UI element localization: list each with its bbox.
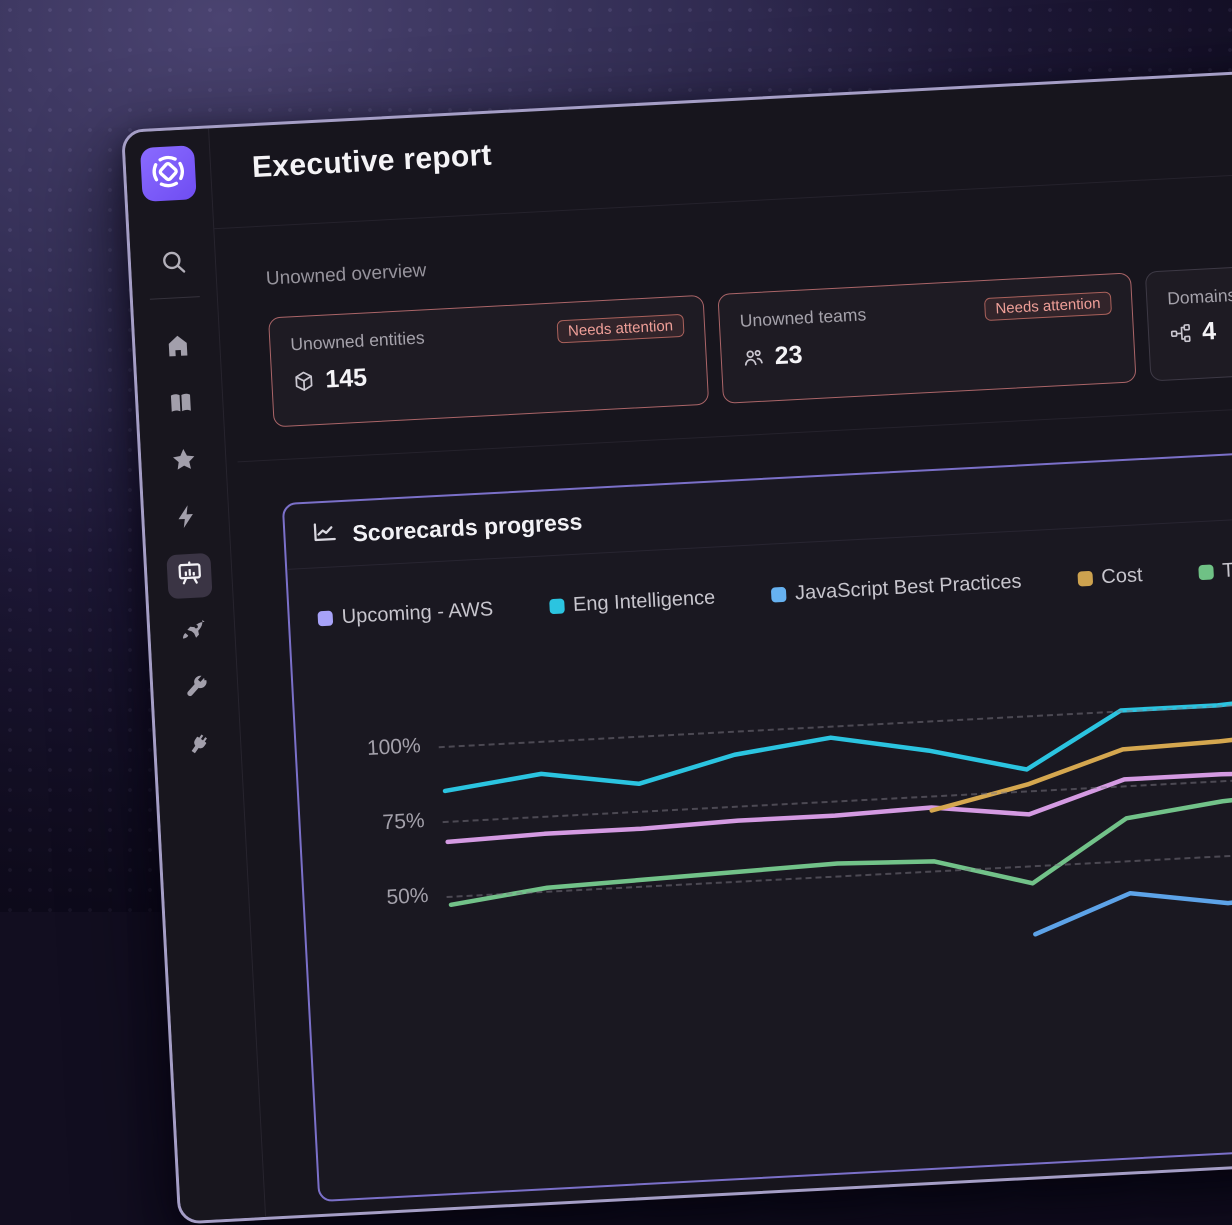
chart-legend: Upcoming - AWS Eng Intelligence JavaScript… <box>317 551 1232 630</box>
sidebar-item-home[interactable] <box>154 325 200 371</box>
sidebar-item-bolt[interactable] <box>163 496 209 542</box>
home-icon <box>163 332 192 365</box>
sidebar-item-book[interactable] <box>157 382 203 428</box>
scorecards-chart: 100% 75% 50% <box>293 602 1232 1204</box>
app-window: Executive report Unowned overview Unowne… <box>121 51 1232 1225</box>
legend-item-cost[interactable]: Cost <box>1077 564 1143 590</box>
y-axis-tick-100: 100% <box>366 734 422 760</box>
card-header: Domains <box>1167 269 1232 310</box>
card-value-row: 145 <box>292 347 687 397</box>
card-unowned-entities[interactable]: Unowned entities Needs attention 145 <box>268 294 710 428</box>
scorecards-progress-card: Scorecards progress Upcoming - AWS Eng In… <box>281 429 1232 1204</box>
overview-cards-row: Unowned entities Needs attention 145 Uno… <box>268 249 1232 428</box>
rocket-icon <box>178 616 207 649</box>
card-domains[interactable]: Domains 4 <box>1144 249 1232 382</box>
sidebar-item-scorecard[interactable] <box>166 552 213 600</box>
bolt-icon <box>172 502 201 535</box>
scorecards-card-header: Scorecards progress <box>283 431 1232 570</box>
legend-label: JavaScript Best Practices <box>794 570 1023 605</box>
legend-swatch <box>548 598 565 615</box>
series-line-javascript-best-practices <box>1033 889 1232 937</box>
line-chart-icon <box>311 518 340 551</box>
card-value-row: 4 <box>1168 300 1232 349</box>
book-icon <box>166 389 195 422</box>
star-icon <box>169 446 198 479</box>
section-title-unowned-overview: Unowned overview <box>265 260 427 290</box>
sidebar-item-rocket[interactable] <box>169 610 215 656</box>
series-line-eng-intelligence <box>442 692 1232 794</box>
legend-swatch <box>770 586 787 603</box>
legend-item-javascript-best-practices[interactable]: JavaScript Best Practices <box>770 571 1022 607</box>
team-icon <box>741 346 765 370</box>
series-line-team-excellence <box>448 787 1232 908</box>
app-logo[interactable] <box>139 145 197 202</box>
sidebar <box>124 128 267 1222</box>
legend-item-eng-intelligence[interactable]: Eng Intelligence <box>548 586 716 619</box>
card-unowned-teams[interactable]: Unowned teams Needs attention 23 <box>717 272 1137 404</box>
legend-label: Eng Intelligence <box>572 586 716 616</box>
sidebar-item-star[interactable] <box>160 439 206 485</box>
status-badge: Needs attention <box>556 313 685 344</box>
card-value: 145 <box>324 363 368 394</box>
legend-swatch <box>1197 564 1214 581</box>
cube-icon <box>292 369 316 393</box>
card-value: 4 <box>1201 316 1217 346</box>
card-value-row: 23 <box>741 324 1114 372</box>
legend-item-team-excellence[interactable]: Team Excellence <box>1197 552 1232 584</box>
sidebar-divider <box>149 296 200 300</box>
page-title: Executive report <box>251 138 493 185</box>
y-axis-tick-50: 50% <box>385 883 430 910</box>
sidebar-item-wrench[interactable] <box>172 667 218 713</box>
series-line-upcoming-aws <box>445 769 1232 845</box>
sidebar-nav <box>124 128 213 754</box>
card-label: Unowned teams <box>739 304 867 331</box>
scorecard-icon <box>175 559 204 592</box>
wrench-icon <box>181 673 210 706</box>
y-axis-tick-75: 75% <box>381 809 426 835</box>
plug-icon <box>184 730 213 763</box>
sidebar-item-plug[interactable] <box>175 724 221 770</box>
search-button[interactable] <box>150 241 196 287</box>
legend-label: Cost <box>1100 564 1144 589</box>
card-label: Domains <box>1166 284 1232 309</box>
series-line-cost <box>929 728 1232 813</box>
status-badge: Needs attention <box>983 291 1113 322</box>
chart-plot-area <box>442 692 1232 937</box>
hierarchy-icon <box>1169 321 1193 345</box>
search-icon <box>159 248 188 281</box>
legend-label: Team Excellence <box>1221 552 1232 582</box>
cortex-logo-icon <box>147 150 189 197</box>
legend-label: Upcoming - AWS <box>341 598 494 629</box>
card-value: 23 <box>773 340 804 371</box>
scorecards-card-title: Scorecards progress <box>351 507 583 546</box>
card-label: Unowned entities <box>289 327 426 355</box>
legend-item-upcoming-aws[interactable]: Upcoming - AWS <box>317 598 494 630</box>
legend-swatch <box>317 610 334 627</box>
legend-swatch <box>1077 570 1093 587</box>
